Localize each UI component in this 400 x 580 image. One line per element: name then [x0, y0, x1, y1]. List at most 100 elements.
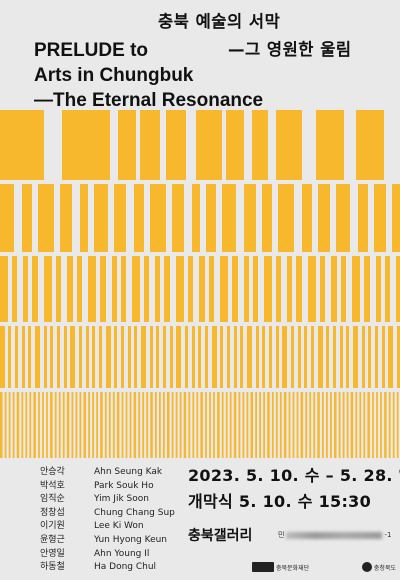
artist-name-english: Ahn Seung Kak — [94, 467, 163, 477]
bar-block-narrow — [199, 256, 205, 322]
bar-block-hairline — [155, 392, 157, 458]
bar-block-medium — [206, 184, 216, 252]
bar-block-hairline — [355, 392, 358, 458]
bar-block-wide — [0, 110, 44, 180]
bar-block-hairline — [196, 392, 199, 458]
bar-block-thin — [185, 326, 188, 388]
address-suffix: -1 — [384, 531, 392, 539]
bar-block-hairline — [8, 392, 11, 458]
bar-block-medium — [192, 184, 200, 252]
bar-block-hairline — [104, 392, 107, 458]
artist-row: 윤형근 Yun Hyong Keun — [40, 534, 175, 548]
bar-block-medium — [94, 184, 108, 252]
bar-block-wide — [140, 110, 160, 180]
resonance-bar-graphic — [0, 110, 400, 458]
bar-block-narrow — [364, 256, 370, 322]
bar-block-hairline — [100, 392, 103, 458]
bar-block-narrow — [253, 256, 258, 322]
artist-row: 이기원 Lee Ki Won — [40, 520, 175, 534]
bar-block-hairline — [326, 392, 328, 458]
bar-block-narrow — [232, 256, 238, 322]
bar-block-narrow — [155, 256, 160, 322]
bar-block-thin — [205, 326, 208, 388]
bar-block-wide — [316, 110, 344, 180]
bar-block-wide — [62, 110, 90, 180]
bar-block-thin — [240, 326, 243, 388]
bar-block-narrow — [164, 256, 170, 322]
bar-block-wide — [90, 110, 110, 180]
bar-block-narrow — [296, 256, 302, 322]
bar-block-narrow — [188, 256, 193, 322]
bar-block-hairline — [38, 392, 40, 458]
bar-block-narrow — [264, 256, 272, 322]
bar-block-thin — [128, 326, 131, 388]
bar-block-thin — [141, 326, 146, 388]
bar-block-hairline — [359, 392, 362, 458]
artist-row: 하동철 Ha Dong Chul — [40, 561, 175, 575]
bar-block-hairline — [330, 392, 332, 458]
bar-block-hairline — [62, 392, 65, 458]
bar-block-hairline — [175, 392, 178, 458]
bar-block-hairline — [263, 392, 265, 458]
bar-block-hairline — [16, 392, 20, 458]
culture-foundation-logo: 충북문화재단 — [252, 562, 309, 572]
bar-block-hairline — [159, 392, 161, 458]
address-prefix: 민 — [278, 531, 285, 539]
bar-block-narrow — [352, 256, 360, 322]
bar-block-hairline — [112, 392, 115, 458]
sponsor-logos: 충북문화재단 충청북도 — [252, 560, 396, 574]
artist-row: 박석호 Park Souk Ho — [40, 480, 175, 494]
bar-block-narrow — [23, 256, 28, 322]
bar-block-hairline — [108, 392, 111, 458]
bar-block-wide — [356, 110, 384, 180]
artist-name-english: Ha Dong Chul — [94, 562, 157, 573]
bar-block-hairline — [33, 392, 36, 458]
bar-block-narrow — [12, 256, 17, 322]
bar-block-hairline — [58, 392, 61, 458]
bar-block-thin — [397, 326, 400, 388]
bar-block-hairline — [225, 392, 228, 458]
title-korean-line2: —그 영원한 울림 — [228, 40, 352, 59]
bar-block-hairline — [66, 392, 70, 458]
bar-block-narrow — [88, 256, 96, 322]
bar-block-hairline — [213, 392, 215, 458]
bar-block-thin — [333, 326, 336, 388]
bar-block-narrow — [220, 256, 228, 322]
bar-block-hairline — [171, 392, 174, 458]
bar-block-wide — [166, 110, 186, 180]
bar-block-thin — [28, 326, 31, 388]
bar-block-thin — [70, 326, 75, 388]
bar-block-hairline — [288, 392, 291, 458]
bar-block-hairline — [322, 392, 324, 458]
bar-block-thin — [22, 326, 25, 388]
bar-block-narrow — [209, 256, 214, 322]
bar-block-hairline — [42, 392, 44, 458]
bar-block-narrow — [144, 256, 149, 322]
bar-block-medium — [392, 184, 400, 252]
bar-block-thin — [282, 326, 287, 388]
bar-block-thin — [86, 326, 89, 388]
bar-block-narrow — [320, 256, 325, 322]
bar-block-hairline — [83, 392, 86, 458]
bar-block-hairline — [384, 392, 387, 458]
bar-block-thin — [346, 326, 349, 388]
bar-block-hairline — [342, 392, 345, 458]
bar-block-narrow — [121, 256, 126, 322]
bar-block-hairline — [380, 392, 382, 458]
bar-block-narrow — [396, 256, 400, 322]
bar-block-hairline — [92, 392, 94, 458]
bar-block-thin — [50, 326, 53, 388]
bar-block-hairline — [142, 392, 145, 458]
bar-block-hairline — [21, 392, 24, 458]
bar-block-hairline — [350, 392, 354, 458]
bar-block-hairline — [309, 392, 312, 458]
bar-block-hairline — [25, 392, 28, 458]
bar-block-thin — [276, 326, 279, 388]
bar-block-hairline — [183, 392, 187, 458]
bar-block-medium — [80, 184, 88, 252]
bar-block-thin — [15, 326, 18, 388]
bar-block-thin — [121, 326, 124, 388]
bar-block-wide — [196, 110, 222, 180]
bar-block-medium — [318, 184, 330, 252]
bar-block-thin — [134, 326, 137, 388]
